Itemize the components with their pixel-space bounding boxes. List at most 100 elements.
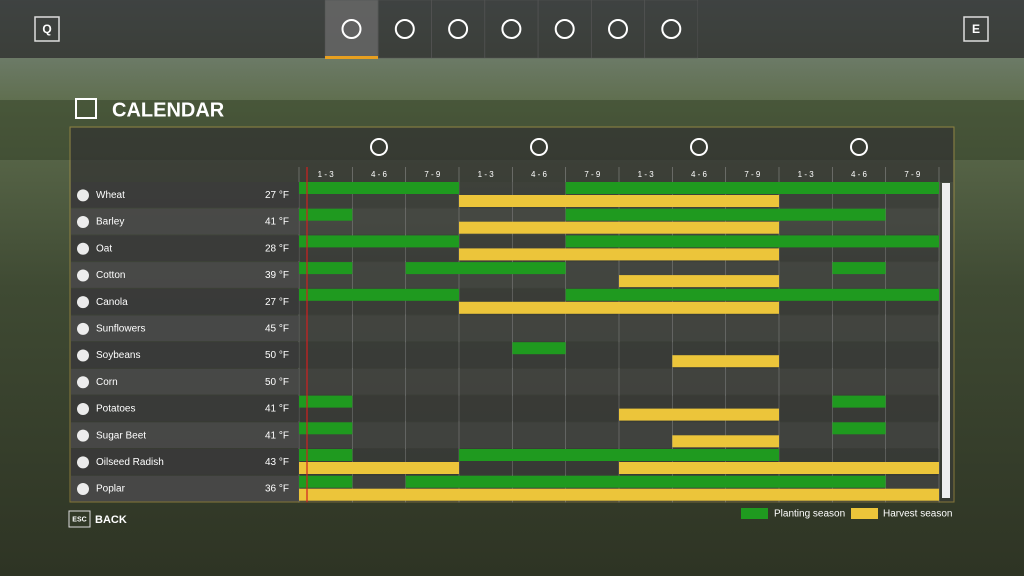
crop-row-label-bg bbox=[71, 288, 299, 315]
row-band bbox=[299, 368, 939, 395]
crop-row-label-bg bbox=[71, 235, 299, 262]
planting-period bbox=[832, 395, 886, 408]
period-label: 1 - 3 bbox=[318, 170, 335, 179]
key-label: E bbox=[972, 22, 980, 36]
top-bar bbox=[0, 0, 1024, 58]
crop-icon bbox=[77, 429, 89, 442]
crop-icon bbox=[77, 296, 89, 309]
crop-row-label-bg bbox=[71, 342, 299, 368]
crop-name: Wheat bbox=[96, 190, 125, 201]
crop-name: Oilseed Radish bbox=[96, 457, 164, 468]
key-box[interactable] bbox=[34, 16, 60, 42]
tab-icon bbox=[448, 19, 469, 39]
crop-name: Oat bbox=[96, 243, 112, 254]
planting-period bbox=[299, 182, 459, 194]
tab[interactable] bbox=[644, 0, 699, 59]
tab[interactable] bbox=[324, 0, 379, 59]
crop-name: Soybeans bbox=[96, 350, 140, 361]
planting-period bbox=[299, 262, 353, 275]
season-icon bbox=[370, 138, 388, 156]
harvest-period bbox=[672, 435, 779, 448]
crop-icon bbox=[77, 269, 89, 282]
scrollbar bbox=[942, 183, 950, 498]
tab[interactable] bbox=[484, 0, 539, 59]
crop-name: Barley bbox=[96, 217, 124, 228]
row-band bbox=[299, 342, 939, 368]
crop-row-label-bg bbox=[71, 262, 299, 288]
crop-row-label-bg bbox=[71, 422, 299, 448]
period-label: 4 - 6 bbox=[371, 170, 388, 179]
tab-icon bbox=[394, 19, 415, 39]
period-label: 1 - 3 bbox=[798, 170, 815, 179]
harvest-period bbox=[459, 301, 779, 314]
planting-period bbox=[299, 288, 459, 301]
tab[interactable] bbox=[591, 0, 645, 59]
planting-period bbox=[832, 262, 886, 275]
tab-icon bbox=[608, 19, 628, 39]
period-label: 4 - 6 bbox=[691, 170, 708, 179]
planting-period bbox=[459, 449, 779, 461]
planting-period bbox=[832, 422, 886, 435]
crop-icon bbox=[77, 402, 89, 415]
legend-label: Planting season bbox=[774, 509, 845, 520]
title-icon bbox=[75, 98, 97, 119]
crop-row-label-bg bbox=[71, 449, 299, 475]
harvest-period bbox=[459, 195, 779, 207]
crop-row-label-bg bbox=[71, 208, 299, 235]
crop-icon bbox=[77, 376, 89, 389]
crop-temperature: 45 °F bbox=[265, 323, 289, 334]
period-label: 7 - 9 bbox=[584, 170, 601, 179]
planting-period bbox=[299, 235, 459, 248]
crop-temperature: 27 °F bbox=[265, 297, 289, 308]
crop-name: Canola bbox=[96, 297, 128, 308]
legend-swatch bbox=[851, 508, 878, 519]
season-icon bbox=[850, 138, 868, 156]
tab[interactable] bbox=[537, 0, 592, 59]
key-box[interactable] bbox=[963, 16, 989, 42]
season-icon bbox=[690, 138, 708, 156]
planting-period bbox=[565, 235, 939, 248]
planting-period bbox=[565, 288, 939, 301]
period-label: 4 - 6 bbox=[851, 170, 868, 179]
tab-icon bbox=[501, 19, 522, 39]
crop-row-label-bg bbox=[71, 395, 299, 422]
tab-icon bbox=[341, 19, 362, 39]
planting-period bbox=[299, 475, 353, 488]
tab[interactable] bbox=[431, 0, 485, 59]
legend-label: Harvest season bbox=[883, 509, 952, 520]
planting-period bbox=[405, 262, 566, 275]
period-label: 1 - 3 bbox=[478, 170, 495, 179]
legend-swatch bbox=[741, 508, 768, 519]
row-band bbox=[299, 315, 939, 342]
crop-temperature: 27 °F bbox=[265, 190, 289, 201]
harvest-period bbox=[619, 462, 939, 474]
crop-temperature: 41 °F bbox=[265, 430, 289, 441]
crop-icon bbox=[77, 216, 89, 229]
harvest-period bbox=[299, 462, 459, 474]
crop-temperature: 50 °F bbox=[265, 350, 289, 361]
back-button[interactable]: BACK bbox=[95, 514, 127, 526]
harvest-period bbox=[672, 355, 779, 368]
key-label: Q bbox=[42, 22, 51, 36]
tab-icon bbox=[554, 19, 575, 39]
crop-name: Sugar Beet bbox=[96, 430, 146, 441]
crop-name: Poplar bbox=[96, 484, 126, 495]
crop-row-label-bg bbox=[71, 475, 299, 502]
crop-temperature: 41 °F bbox=[265, 217, 289, 228]
planting-period bbox=[512, 342, 566, 355]
period-label: 7 - 9 bbox=[744, 170, 761, 179]
crop-temperature: 36 °F bbox=[265, 484, 289, 495]
crop-temperature: 39 °F bbox=[265, 270, 289, 281]
crop-icon bbox=[77, 322, 89, 335]
planting-period bbox=[405, 475, 886, 488]
crop-name: Sunflowers bbox=[96, 323, 145, 334]
planting-period bbox=[299, 422, 353, 435]
planting-period bbox=[565, 182, 939, 194]
crop-temperature: 28 °F bbox=[265, 243, 289, 254]
key-box[interactable] bbox=[68, 510, 91, 528]
tab[interactable] bbox=[378, 0, 432, 59]
crop-temperature: 43 °F bbox=[265, 457, 289, 468]
crop-temperature: 50 °F bbox=[265, 377, 289, 388]
planting-period bbox=[299, 395, 353, 408]
period-label: 1 - 3 bbox=[638, 170, 655, 179]
